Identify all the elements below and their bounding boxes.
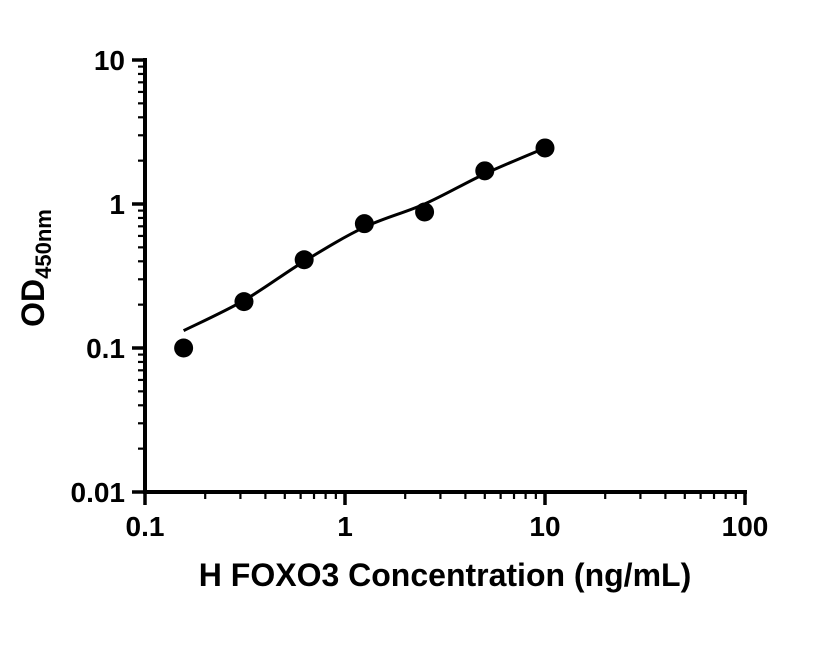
y-axis-title-main: OD — [15, 279, 51, 327]
axis-lines — [143, 58, 747, 494]
data-point — [535, 138, 555, 158]
x-tick-label: 100 — [722, 511, 769, 542]
data-point — [354, 214, 374, 234]
x-axis-title: H FOXO3 Concentration (ng/mL) — [199, 557, 691, 593]
y-tick-label: 0.01 — [71, 477, 126, 508]
x-tick-label: 0.1 — [126, 511, 165, 542]
data-point — [234, 292, 254, 312]
y-tick-label: 10 — [94, 45, 125, 76]
data-point — [174, 338, 194, 358]
x-tick-label: 10 — [529, 511, 560, 542]
x-tick-label: 1 — [337, 511, 353, 542]
data-point — [294, 250, 314, 270]
data-point — [475, 161, 495, 181]
data-point — [415, 202, 435, 222]
y-axis-title-sub: 450nm — [31, 209, 56, 279]
y-tick-label: 1 — [109, 189, 125, 220]
y-tick-label: 0.1 — [86, 333, 125, 364]
y-axis-title: OD450nm — [15, 209, 56, 327]
